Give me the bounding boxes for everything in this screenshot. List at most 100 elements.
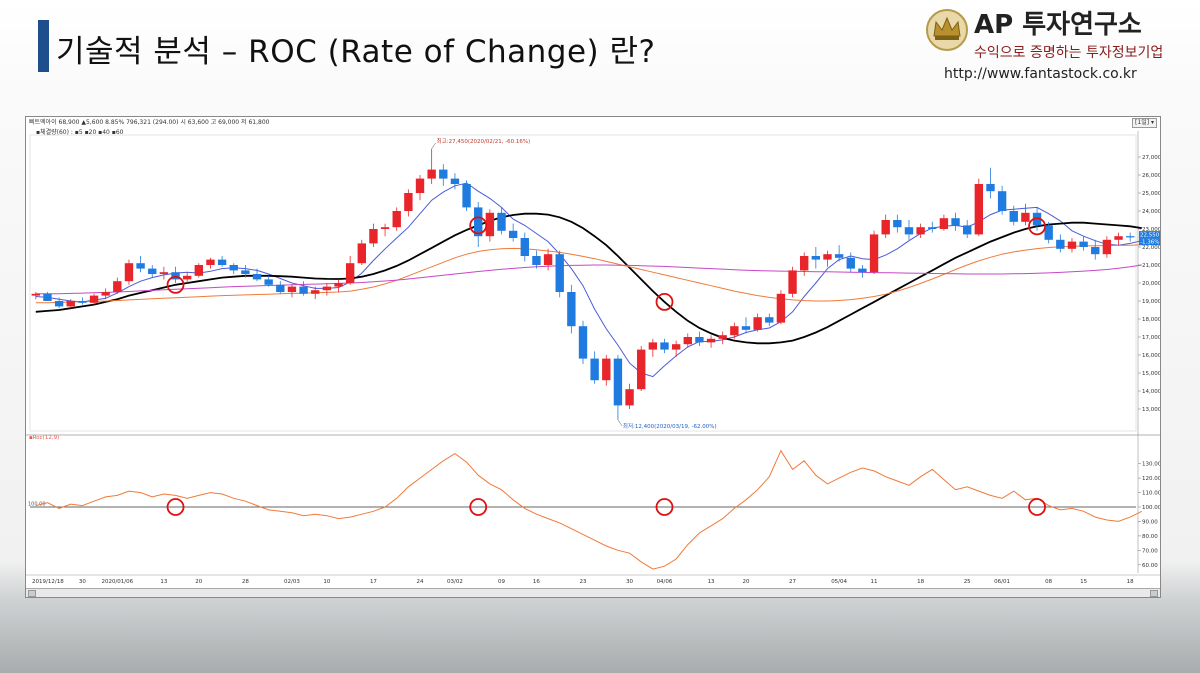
candle-body bbox=[904, 227, 914, 235]
candle-body bbox=[1044, 225, 1053, 240]
price-info-text: 삐트엑아이 68,900 ▲5,600 8.85% 796,321 (294.0… bbox=[29, 119, 270, 126]
page-title: 기술적 분석 – ROC (Rate of Change) 란? bbox=[56, 34, 656, 70]
candle-body bbox=[1125, 236, 1135, 238]
price-tick-label: 14,000 bbox=[1142, 389, 1160, 395]
candle-body bbox=[520, 238, 529, 256]
low-annotation-leader bbox=[617, 419, 623, 426]
candle-body bbox=[497, 212, 506, 231]
price-info-bar: 삐트엑아이 68,900 ▲5,600 8.85% 796,321 (294.0… bbox=[26, 117, 1160, 128]
candle-body bbox=[508, 230, 518, 238]
x-tick-label: 04/06 bbox=[657, 579, 673, 585]
candle-body bbox=[532, 256, 541, 265]
price-panel: 13,000 14,000 15,000 16,000 17,000 18,000 19,0… bbox=[26, 131, 1160, 573]
candle-body bbox=[718, 335, 727, 339]
price-tick-label: 23,000 bbox=[1142, 227, 1160, 233]
roc-crossover-marker bbox=[1028, 498, 1046, 516]
candle-body bbox=[602, 358, 611, 381]
x-tick-label: 18 bbox=[917, 579, 924, 585]
candle-body bbox=[1114, 236, 1123, 240]
roc-tick-label: 100.00 bbox=[1142, 505, 1160, 511]
price-tick-label: 15,000 bbox=[1142, 371, 1160, 377]
price-tick-label: 26,000 bbox=[1142, 173, 1160, 179]
x-tick-label: 06/01 bbox=[994, 579, 1010, 585]
x-tick-label: 05/04 bbox=[831, 579, 847, 585]
price-tick-label: 17,000 bbox=[1142, 335, 1160, 341]
candle-body bbox=[66, 301, 75, 307]
candle-body bbox=[625, 389, 634, 406]
candle-body bbox=[765, 317, 774, 323]
candle-body bbox=[485, 212, 495, 237]
x-tick-label: 30 bbox=[79, 579, 86, 585]
roc-crossover-marker bbox=[166, 498, 185, 516]
candle-body bbox=[613, 358, 623, 406]
candle-body bbox=[660, 342, 669, 350]
candle-body bbox=[427, 169, 436, 179]
candle-body bbox=[159, 272, 169, 274]
candle-body bbox=[881, 220, 890, 235]
x-tick-label: 20 bbox=[195, 579, 202, 585]
x-tick-label: 24 bbox=[417, 579, 424, 585]
candle-body bbox=[415, 178, 425, 193]
candle-body bbox=[1067, 241, 1077, 249]
candle-body bbox=[776, 293, 786, 323]
candle-body bbox=[217, 259, 227, 265]
candle-body bbox=[404, 193, 413, 211]
period-button[interactable]: [1일] ▾ bbox=[1132, 118, 1157, 128]
roc-tick-label: 70.00 bbox=[1142, 548, 1158, 554]
chart-canvas: 13,000 14,000 15,000 16,000 17,000 18,000 19,0… bbox=[26, 131, 1160, 585]
candle-body bbox=[171, 272, 180, 280]
x-tick-label: 20 bbox=[742, 579, 749, 585]
candle-body bbox=[241, 270, 250, 274]
ma-line-20 bbox=[35, 212, 1142, 345]
high-annotation-leader bbox=[431, 142, 436, 150]
chart-scrollbar[interactable] bbox=[26, 588, 1160, 597]
candle-body bbox=[89, 295, 99, 303]
x-tick-label: 27 bbox=[789, 579, 796, 585]
x-axis: 2019/12/18 30 2020/01/06 13 20 28 02/03 10 17 24 0… bbox=[26, 574, 1160, 585]
candle-body bbox=[462, 184, 471, 208]
x-tick-label: 2019/12/18 bbox=[32, 579, 64, 585]
candle-body bbox=[578, 326, 588, 359]
logo-tagline: 수익으로 증명하는 투자정보기업 bbox=[974, 45, 1164, 61]
candle-body bbox=[730, 326, 739, 336]
candle-body bbox=[124, 263, 134, 282]
price-crossover-marker bbox=[166, 275, 185, 294]
candle-body bbox=[543, 254, 553, 265]
logo-name: AP 투자연구소 bbox=[974, 10, 1142, 40]
candle-body bbox=[695, 337, 704, 343]
current-price-tag bbox=[1139, 231, 1160, 239]
price-crossover-marker bbox=[469, 216, 488, 235]
x-tick-label: 13 bbox=[708, 579, 715, 585]
price-tick-label: 21,000 bbox=[1142, 263, 1160, 269]
x-tick-label: 09 bbox=[498, 579, 505, 585]
x-tick-label: 13 bbox=[160, 579, 167, 585]
candle-body bbox=[788, 270, 797, 294]
candle-body bbox=[683, 337, 692, 345]
roc-tick-label: 80.00 bbox=[1142, 534, 1158, 540]
candle-body bbox=[182, 275, 192, 280]
price-tick-label: 27,000 bbox=[1142, 155, 1160, 161]
price-tick-label: 22,000 bbox=[1142, 245, 1160, 251]
candle-body bbox=[567, 292, 576, 327]
candle-body bbox=[357, 243, 366, 264]
roc-tick-label: 90.00 bbox=[1142, 519, 1158, 525]
candle-body bbox=[648, 342, 658, 350]
candle-body bbox=[43, 293, 52, 301]
scroll-right-button[interactable] bbox=[1150, 590, 1158, 597]
logo-url: http://www.fantastock.co.kr bbox=[944, 66, 1137, 82]
candle-body bbox=[194, 265, 204, 276]
scroll-left-button[interactable] bbox=[28, 590, 36, 597]
candle-body bbox=[706, 338, 716, 343]
candle-body bbox=[439, 169, 448, 179]
x-tick-label: 30 bbox=[626, 579, 633, 585]
chart-window: 삐트엑아이 68,900 ▲5,600 8.85% 796,321 (294.0… bbox=[25, 116, 1161, 598]
candle-body bbox=[206, 259, 215, 265]
candle-body bbox=[311, 290, 320, 294]
x-tick-label: 16 bbox=[533, 579, 540, 585]
candle-body bbox=[962, 225, 972, 235]
ma-legend-text: ▪체결량(60) : ▪5 ▪20 ▪40 ▪60 bbox=[36, 129, 124, 136]
price-tick-label: 19,000 bbox=[1142, 299, 1160, 305]
candle-body bbox=[136, 263, 145, 269]
candle-body bbox=[1009, 211, 1018, 222]
candle-body bbox=[637, 349, 646, 390]
